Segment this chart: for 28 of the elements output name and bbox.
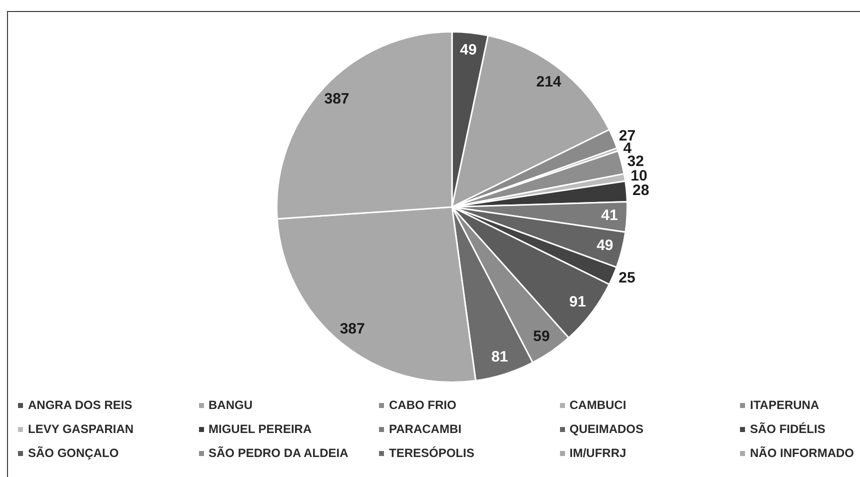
data-label: 32 (627, 152, 644, 170)
legend-label: PARACAMBI (389, 422, 462, 436)
legend-label: SÃO PEDRO DA ALDEIA (208, 446, 348, 460)
data-label: 49 (596, 236, 614, 254)
data-label: 25 (618, 269, 636, 286)
data-label: 387 (324, 90, 350, 108)
legend-label: ITAPERUNA (750, 398, 820, 412)
legend-label: SÃO GONÇALO (28, 446, 119, 460)
data-label: 49 (460, 41, 477, 58)
legend-label: MIGUEL PEREIRA (208, 422, 312, 436)
data-label: 28 (632, 182, 650, 200)
data-label: 214 (536, 74, 562, 91)
legend-label: CAMBUCI (570, 398, 626, 412)
data-label: 41 (601, 207, 618, 224)
data-label: 91 (569, 294, 586, 311)
data-label: 59 (533, 328, 550, 346)
legend-label: TERESÓPOLIS (389, 446, 474, 460)
data-label: 10 (630, 168, 648, 185)
legend-label: NÃO INFORMADO (750, 446, 854, 460)
data-label: 387 (340, 320, 365, 338)
legend-label: CABO FRIO (389, 398, 456, 412)
data-label: 81 (491, 348, 508, 366)
legend-label: IM/UFRRJ (570, 446, 626, 460)
legend-label: BANGU (208, 398, 252, 412)
legend-label: ANGRA DOS REIS (28, 398, 132, 412)
legend-label: SÃO FIDÉLIS (750, 422, 826, 436)
legend-label: QUEIMADOS (570, 422, 644, 436)
legend-label: LEVY GASPARIAN (28, 422, 134, 436)
